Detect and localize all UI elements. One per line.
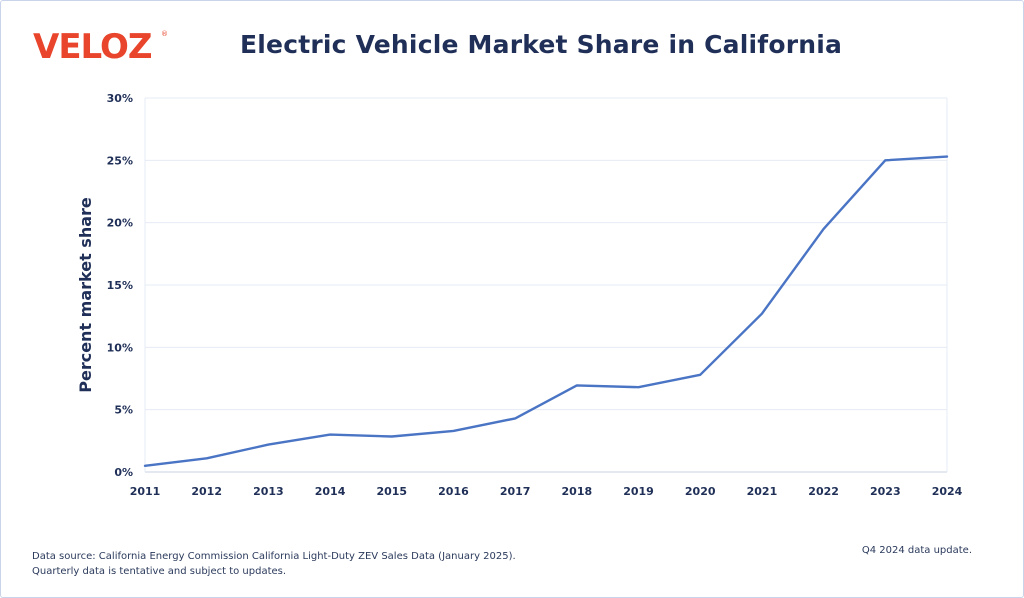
x-tick-label-2021: 2021 xyxy=(747,485,778,498)
y-tick-label-0: 0% xyxy=(114,466,133,479)
y-tick-label-15: 15% xyxy=(107,279,133,292)
series-line-0 xyxy=(143,155,949,467)
y-tick-label-10: 10% xyxy=(107,341,133,354)
x-tick-label-2013: 2013 xyxy=(253,485,284,498)
chart-title: Electric Vehicle Market Share in Califor… xyxy=(240,30,843,59)
y-tick-label-30: 30% xyxy=(107,92,133,105)
y-tick-label-5: 5% xyxy=(114,404,133,417)
series-group xyxy=(143,155,949,467)
x-tick-label-2014: 2014 xyxy=(315,485,346,498)
y-tick-label-25: 25% xyxy=(107,154,133,167)
x-tick-label-2012: 2012 xyxy=(191,485,222,498)
x-tick-label-2022: 2022 xyxy=(808,485,839,498)
x-tick-label-2020: 2020 xyxy=(685,485,716,498)
x-tick-label-2015: 2015 xyxy=(376,485,407,498)
source-line-2: Quarterly data is tentative and subject … xyxy=(32,566,287,577)
veloz-logo: VELOZ ® xyxy=(33,27,168,66)
source-line-1: Data source: California Energy Commissio… xyxy=(32,551,516,562)
x-axis-ticks: 2011 2012 2013 2014 2015 2016 2017 2018 2019 2020… xyxy=(130,485,963,498)
y-axis-label: Percent market share xyxy=(76,197,95,393)
x-tick-label-2024: 2024 xyxy=(932,485,963,498)
y-tick-label-20: 20% xyxy=(107,217,133,230)
update-note: Q4 2024 data update. xyxy=(861,545,972,556)
y-axis-ticks: 0% 5% 10% 15% 20% 25% 30% xyxy=(107,92,133,479)
x-tick-label-2017: 2017 xyxy=(500,485,531,498)
x-tick-label-2018: 2018 xyxy=(562,485,593,498)
x-tick-label-2011: 2011 xyxy=(130,485,161,498)
x-tick-label-2019: 2019 xyxy=(623,485,654,498)
registered-mark: ® xyxy=(161,30,168,38)
x-tick-label-2023: 2023 xyxy=(870,485,901,498)
veloz-logo-text: VELOZ xyxy=(33,27,152,66)
x-tick-label-2016: 2016 xyxy=(438,485,469,498)
grid-lines xyxy=(144,97,948,473)
data-source-note: Data source: California Energy Commissio… xyxy=(32,549,516,579)
